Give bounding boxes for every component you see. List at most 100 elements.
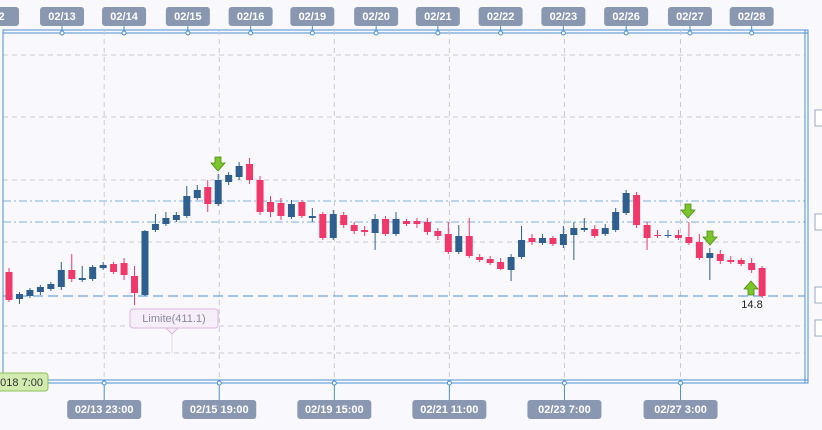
frame-node <box>749 30 755 36</box>
sell-arrow <box>210 156 226 172</box>
candle-body <box>591 229 599 236</box>
frame-node <box>446 380 452 386</box>
limit-pointer <box>164 327 180 335</box>
candle-body <box>622 193 630 213</box>
time-tag <box>527 400 602 419</box>
frame-node <box>623 30 629 36</box>
time-tag <box>67 400 142 419</box>
candle-body <box>267 202 274 212</box>
date-label: 02/19 <box>299 11 327 23</box>
time-tag <box>182 400 257 419</box>
candle-body <box>654 235 662 236</box>
date-tag <box>290 7 335 26</box>
date-label: 02/16 <box>237 11 265 23</box>
cursor-label: 018 7:00 <box>0 377 43 389</box>
candle-body <box>183 196 191 216</box>
frame-node <box>331 380 337 386</box>
frame-node <box>561 380 567 386</box>
time-label: 02/19 15:00 <box>305 404 364 416</box>
frame-node <box>435 30 441 36</box>
plot-frame <box>2 29 809 384</box>
candle-body <box>26 290 34 296</box>
frame-node <box>248 30 254 36</box>
candle-body <box>68 270 76 279</box>
candle-body <box>612 212 620 230</box>
frame-node <box>216 380 222 386</box>
candle-body <box>256 180 264 212</box>
candle-body <box>47 284 55 289</box>
candle-body <box>340 215 348 225</box>
candle-body <box>308 216 316 218</box>
candle-body <box>507 257 515 270</box>
time-tag <box>643 400 718 419</box>
candle-body <box>434 231 442 236</box>
buy-arrow <box>743 280 759 296</box>
date-tag <box>228 7 273 26</box>
candle-body <box>78 278 86 280</box>
axis-box <box>814 213 822 231</box>
candle-body <box>319 214 327 238</box>
candle-body <box>131 276 139 293</box>
frame-node <box>373 30 379 36</box>
frame-node <box>678 380 684 386</box>
date-tag <box>478 7 523 26</box>
candle-body <box>758 268 766 296</box>
time-label: 02/13 23:00 <box>75 404 134 416</box>
right-axis <box>814 109 822 337</box>
candle-body <box>518 240 526 257</box>
sell-arrow <box>702 230 718 246</box>
date-label: 02/15 <box>174 11 202 23</box>
date-label: 02/28 <box>738 11 766 23</box>
candle-body <box>413 221 421 224</box>
candle-body <box>214 180 222 204</box>
candle-body <box>120 263 128 275</box>
candle-body <box>444 234 452 252</box>
time-label: 02/15 19:00 <box>190 404 249 416</box>
axis-box <box>814 286 822 304</box>
candle-body <box>162 218 170 224</box>
frame-node <box>101 380 107 386</box>
candle-body <box>695 242 703 258</box>
date-label: 02/26 <box>612 11 640 23</box>
candle-body <box>298 202 306 216</box>
sell-arrow <box>680 203 696 219</box>
candle-body <box>580 228 588 230</box>
candle-body <box>99 265 107 268</box>
date-tag <box>541 7 586 26</box>
frame-node <box>560 30 566 36</box>
candle-body <box>350 225 358 231</box>
candle-body <box>36 287 44 292</box>
time-label: 02/27 3:00 <box>654 404 707 416</box>
date-tag <box>729 7 774 26</box>
candle-body <box>549 238 557 244</box>
candle-body <box>225 175 233 182</box>
candle-body <box>528 238 536 242</box>
candle-body <box>392 219 400 234</box>
last-note: 14.8 <box>741 299 762 311</box>
time-tag <box>297 400 372 419</box>
candle-body <box>486 259 494 263</box>
grid <box>3 54 805 354</box>
candle-body <box>633 195 641 225</box>
candle-body <box>748 263 756 270</box>
frame-node <box>185 30 191 36</box>
candle-body <box>476 257 484 260</box>
candle-body <box>727 260 735 262</box>
candle-body <box>685 237 693 243</box>
candle-body <box>371 219 379 233</box>
candle-body <box>674 235 682 238</box>
candle-body <box>465 236 473 256</box>
candle-body <box>15 294 23 299</box>
date-label: /12 <box>0 11 5 23</box>
candle-body <box>193 190 201 198</box>
candle-body <box>402 221 410 224</box>
candle-body <box>455 236 463 252</box>
candle-body <box>287 204 295 217</box>
cursor-tag <box>0 372 49 392</box>
axis-box <box>814 109 822 127</box>
candle-body <box>423 222 431 232</box>
date-tag <box>40 7 85 26</box>
candle-body <box>172 215 180 220</box>
date-label: 02/27 <box>676 11 704 23</box>
candle-body <box>329 214 337 238</box>
